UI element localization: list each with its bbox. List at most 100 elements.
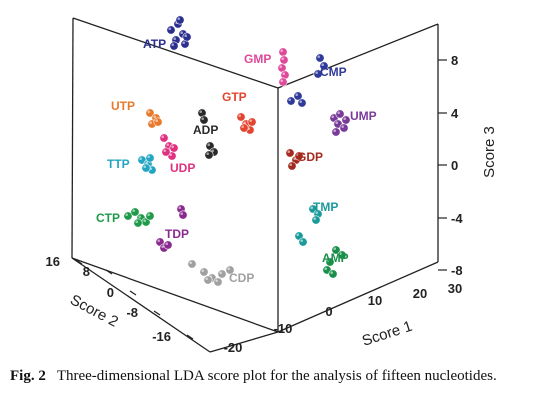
point-cdp — [213, 277, 223, 287]
axis-ticks: 8 4 0 -4 -8 16 8 0 -8 -16 -20 -10 0 10 20 30 — [46, 53, 464, 355]
point-highlight-tdp — [161, 245, 164, 248]
point-highlight-cmp — [295, 93, 299, 96]
point-highlight-tdp — [180, 212, 183, 215]
point-udp — [169, 143, 179, 153]
label-gtp: GTP — [222, 90, 247, 104]
label-tmp: TMP — [313, 200, 338, 214]
x-tick-label: 30 — [448, 281, 462, 296]
y-tick-label: 8 — [83, 264, 90, 279]
point-highlight-ttp — [139, 157, 142, 160]
point-highlight-cdp — [189, 261, 192, 265]
point-ump — [341, 115, 351, 125]
point-highlight-atp — [177, 17, 180, 21]
point-utp — [153, 117, 163, 127]
z-tick-label: -8 — [451, 263, 463, 278]
point-highlight-gmp — [280, 79, 284, 82]
point-ttp — [145, 153, 155, 163]
point-highlight-gtp — [241, 125, 244, 128]
label-udp: UDP — [170, 161, 195, 175]
point-gdp — [285, 148, 295, 158]
point-ttp — [141, 163, 151, 173]
x-tick-label: -10 — [274, 321, 293, 336]
point-highlight-tmp — [315, 211, 319, 214]
y-tick-label: -8 — [126, 305, 138, 320]
point-cmp — [297, 98, 307, 108]
point-ctp — [145, 211, 155, 221]
point-highlight-cmp — [288, 98, 292, 101]
point-tmp — [311, 215, 321, 225]
point-tdp — [178, 210, 188, 220]
lda-score-plot: 8 4 0 -4 -8 16 8 0 -8 -16 -20 -10 0 10 20 30 ATP GMP CMP U… — [46, 15, 498, 355]
point-highlight-tdp — [157, 239, 160, 242]
point-highlight-atp — [184, 34, 187, 37]
label-adp: ADP — [193, 123, 218, 137]
point-highlight-amp — [324, 267, 328, 271]
point-gtp — [247, 117, 257, 127]
point-udp — [161, 147, 171, 157]
point-highlight-ctp — [138, 215, 141, 218]
y-tick — [105, 269, 113, 275]
point-highlight-gtp — [238, 114, 241, 117]
point-highlight-ump — [331, 115, 335, 118]
axis-edge — [209, 331, 279, 353]
point-highlight-tmp — [296, 233, 300, 236]
point-highlight-utp — [153, 115, 156, 118]
label-ctp: CTP — [96, 211, 120, 225]
point-highlight-amp — [333, 247, 337, 250]
y-tick — [129, 290, 137, 296]
z-tick-label: 4 — [451, 106, 459, 121]
point-ctp — [133, 218, 143, 228]
z-axis-label: Score 3 — [481, 126, 498, 178]
z-tick-label: 0 — [451, 158, 458, 173]
point-highlight-cdp — [205, 277, 208, 281]
z-tick-label: 8 — [451, 53, 458, 68]
point-gmp — [278, 47, 288, 57]
point-highlight-ctp — [125, 213, 128, 216]
point-highlight-udp — [169, 153, 172, 156]
point-highlight-ump — [333, 129, 337, 132]
y-tick-label: 0 — [107, 285, 114, 300]
point-cmp — [286, 96, 296, 106]
point-highlight-adp — [199, 110, 202, 113]
point-gdp — [287, 161, 297, 171]
point-highlight-tmp — [313, 217, 317, 220]
point-atp — [169, 41, 179, 51]
axis-edge — [277, 23, 439, 89]
point-atp — [175, 15, 185, 25]
point-highlight-cdp — [215, 279, 218, 283]
point-highlight-utp — [149, 121, 152, 124]
point-tmp — [298, 237, 308, 247]
y-tick — [186, 334, 194, 340]
point-highlight-cdp — [201, 269, 204, 273]
x-tick-label: 20 — [413, 286, 427, 301]
point-gmp — [278, 77, 288, 87]
point-highlight-ctp — [135, 220, 138, 223]
point-highlight-ctp — [132, 209, 135, 212]
point-highlight-ttp — [145, 161, 148, 164]
point-highlight-ump — [343, 117, 347, 120]
point-highlight-ctp — [147, 213, 150, 216]
axis-edge — [72, 17, 279, 89]
y-tick — [153, 310, 161, 316]
point-highlight-atp — [168, 27, 171, 31]
point-highlight-tdp — [165, 242, 168, 245]
point-highlight-gmp — [281, 57, 285, 60]
point-cdp — [203, 275, 213, 285]
point-highlight-ttp — [147, 155, 150, 158]
point-tdp — [163, 240, 173, 250]
point-highlight-ump — [335, 121, 339, 124]
point-highlight-utp — [147, 110, 150, 113]
label-amp: AMP — [322, 251, 349, 265]
point-highlight-atp — [171, 43, 174, 46]
point-highlight-atp — [180, 31, 183, 34]
point-highlight-utp — [155, 119, 158, 122]
x-axis-label: Score 1 — [360, 318, 414, 350]
point-highlight-cmp — [317, 55, 321, 58]
series-labels: ATP GMP CMP UTP GTP ADP UMP TTP UDP GDP CTP TDP TMP A… — [96, 37, 377, 285]
point-highlight-udp — [163, 149, 166, 152]
point-highlight-adp — [206, 152, 209, 155]
point-highlight-cdp — [219, 271, 222, 275]
figure-caption: Fig. 2 Three-dimensional LDA score plot … — [10, 366, 538, 386]
point-highlight-tdp — [178, 206, 181, 209]
point-amp — [328, 269, 338, 279]
